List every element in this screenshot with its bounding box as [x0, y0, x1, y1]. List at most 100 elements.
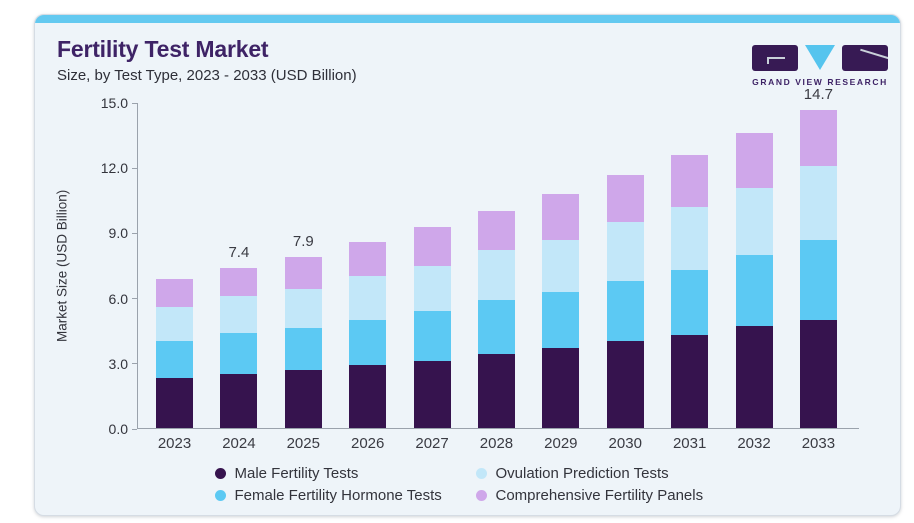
- legend-dot-icon: [214, 468, 226, 479]
- y-axis-tick-label: 9.0: [108, 225, 128, 242]
- bar-segment: [671, 269, 709, 335]
- x-axis-category-label: 2030: [608, 435, 642, 452]
- y-axis-tick: 6.0: [109, 291, 137, 307]
- y-axis-tick-mark: [132, 428, 137, 430]
- bar-2024: 7.4 2024: [220, 103, 258, 452]
- bar-segment: [606, 222, 644, 281]
- bar-segment: [477, 211, 515, 251]
- bar-segment: [220, 373, 258, 428]
- y-axis-tick-label: 6.0: [108, 290, 128, 307]
- bar-segment: [284, 369, 322, 428]
- bar-2025: 7.9 2025: [284, 103, 322, 452]
- bar-segment: [799, 165, 837, 240]
- bar-2029: 2029: [542, 103, 580, 452]
- x-axis-category-label: 2027: [415, 435, 449, 452]
- chart-area: Market Size (USD Billion) 0.0 3.0 6.0 9.0 12…: [35, 86, 900, 452]
- x-axis-category-label: 2028: [479, 435, 514, 452]
- x-axis-category-label: 2026: [350, 435, 385, 452]
- x-axis-category-label: 2029: [544, 435, 578, 452]
- y-axis-tick-label: 15.0: [100, 95, 128, 111]
- y-axis-tick-mark: [132, 102, 137, 104]
- y-axis-tick-label: 12.0: [100, 160, 128, 177]
- legend-label: Ovulation Prediction Tests: [495, 465, 669, 482]
- bar-segment: [156, 278, 193, 307]
- x-axis-category-label: 2023: [157, 435, 192, 452]
- legend-item: Male Fertility Tests: [214, 465, 460, 482]
- bar-segment: [606, 174, 644, 223]
- bar-segment: [349, 365, 387, 428]
- bar-2030: 2030: [606, 103, 644, 452]
- bar-segment: [542, 239, 580, 292]
- bar-2033: 14.7 2033: [799, 86, 837, 452]
- gvr-logo: GRAND VIEW RESEARCH: [752, 36, 888, 87]
- x-axis-category-label: 2024: [222, 435, 256, 452]
- bar-segment: [284, 328, 322, 370]
- legend-dot-icon: [214, 490, 226, 501]
- bar-total-label: 7.4: [228, 243, 250, 261]
- bar-segment: [349, 241, 387, 277]
- bar-segment: [606, 341, 644, 428]
- y-axis-tick-label: 3.0: [108, 355, 128, 372]
- y-axis-tick-mark: [132, 363, 137, 365]
- bar-total-label: 14.7: [803, 85, 834, 103]
- bar-segment: [477, 250, 515, 301]
- bar-total-label: 7.9: [292, 232, 314, 250]
- logo-v-triangle-icon: [805, 45, 835, 70]
- x-axis-category-label: 2025: [286, 435, 320, 452]
- bar-2023: 2023: [156, 103, 193, 452]
- y-axis-title: Market Size (USD Billion): [54, 189, 70, 343]
- bar-segment: [284, 256, 322, 290]
- legend: Male Fertility Tests Ovulation Prediction…: [35, 465, 900, 504]
- bar-segment: [156, 378, 193, 428]
- bar-segment: [799, 109, 837, 166]
- bar-segment: [671, 334, 709, 428]
- y-axis-tick: 0.0: [109, 421, 137, 437]
- y-axis-tick-mark: [132, 167, 137, 169]
- bar-segment: [799, 239, 837, 320]
- y-axis-tick-label: 0.0: [108, 421, 128, 437]
- bar-segment: [349, 276, 387, 320]
- bar-segment: [413, 311, 451, 361]
- y-axis-tick-mark: [132, 298, 137, 300]
- legend-label: Male Fertility Tests: [234, 465, 359, 482]
- bar-2028: 2028: [477, 103, 515, 452]
- bar-segment: [735, 187, 773, 255]
- bar-segment: [671, 155, 709, 208]
- bar-2032: 2032: [735, 103, 773, 452]
- y-axis-tick: 3.0: [109, 356, 137, 372]
- y-axis-tick: 15.0: [101, 95, 137, 111]
- y-axis-tick: 12.0: [101, 160, 137, 176]
- bar-2031: 2031: [671, 103, 709, 452]
- bar-segment: [156, 306, 193, 342]
- bar-segment: [220, 267, 258, 296]
- bar-2027: 2027: [413, 103, 451, 452]
- legend-label: Female Fertility Hormone Tests: [234, 487, 442, 504]
- bar-segment: [413, 226, 451, 266]
- bar-segment: [156, 341, 193, 379]
- bar-segment: [477, 354, 515, 428]
- x-axis-category-label: 2033: [801, 435, 836, 452]
- bar-2026: 2026: [349, 103, 387, 452]
- bar-segment: [220, 332, 258, 374]
- card-accent-bar: [35, 15, 900, 23]
- bar-segment: [220, 295, 258, 333]
- legend-dot-icon: [475, 468, 487, 479]
- bar-segment: [735, 326, 773, 428]
- y-axis-tick: 9.0: [109, 225, 137, 241]
- title-block: Fertility Test Market Size, by Test Type…: [57, 36, 357, 84]
- bar-segment: [542, 291, 580, 348]
- bar-segment: [542, 194, 580, 240]
- gvr-logo-marks: [752, 45, 888, 71]
- legend-item: Ovulation Prediction Tests: [475, 465, 721, 482]
- plot-area: 2023 7.4 2024 7.9 2025 2026 2027 2028 2029 2030 20…: [137, 86, 859, 452]
- bar-segment: [799, 319, 837, 428]
- chart-card: Fertility Test Market Size, by Test Type…: [34, 14, 901, 516]
- bar-segment: [413, 360, 451, 428]
- logo-text: GRAND VIEW RESEARCH: [752, 77, 888, 87]
- bar-segment: [477, 300, 515, 355]
- bar-segment: [413, 265, 451, 312]
- bar-segment: [606, 280, 644, 342]
- legend-dot-icon: [475, 490, 487, 501]
- bar-segment: [735, 254, 773, 327]
